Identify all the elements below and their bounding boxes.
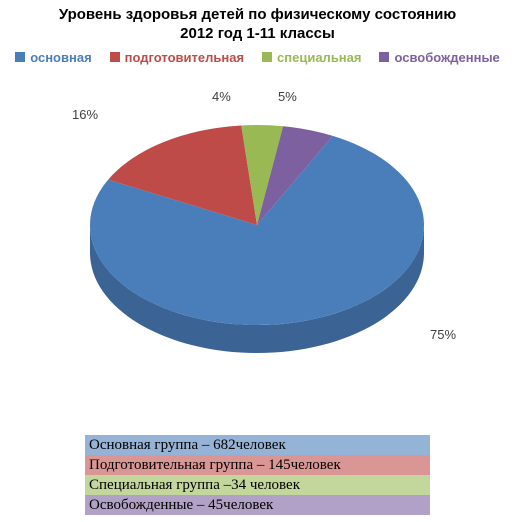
chart-title: Уровень здоровья детей по физическому со… bbox=[0, 0, 515, 44]
pct-label-spec: 4% bbox=[212, 89, 231, 104]
summary-row-main: Основная группа – 682человек bbox=[85, 435, 430, 455]
summary-row-spec: Специальная группа –34 человек bbox=[85, 475, 430, 495]
summary-row-prep: Подготовительная группа – 145человек bbox=[85, 455, 430, 475]
legend-item-main: основная bbox=[15, 50, 91, 65]
legend-label-free: освобожденные bbox=[394, 50, 499, 65]
pie-chart: 75% 16% 4% 5% bbox=[0, 65, 515, 365]
legend-swatch-main bbox=[15, 52, 25, 62]
legend-label-prep: подготовительная bbox=[125, 50, 244, 65]
legend: основная подготовительная специальная освоб… bbox=[0, 44, 515, 65]
pct-label-prep: 16% bbox=[72, 107, 98, 122]
summary-row-free: Освобожденные – 45человек bbox=[85, 495, 430, 515]
legend-item-free: освобожденные bbox=[379, 50, 499, 65]
legend-swatch-prep bbox=[110, 52, 120, 62]
legend-item-spec: специальная bbox=[262, 50, 361, 65]
pct-label-free: 5% bbox=[278, 89, 297, 104]
title-line-2: 2012 год 1-11 классы bbox=[0, 25, 515, 44]
legend-swatch-spec bbox=[262, 52, 272, 62]
legend-label-spec: специальная bbox=[277, 50, 361, 65]
legend-label-main: основная bbox=[30, 50, 91, 65]
legend-swatch-free bbox=[379, 52, 389, 62]
pct-label-main: 75% bbox=[430, 327, 456, 342]
legend-item-prep: подготовительная bbox=[110, 50, 244, 65]
summary-table: Основная группа – 682человекПодготовител… bbox=[85, 435, 430, 515]
title-line-1: Уровень здоровья детей по физическому со… bbox=[0, 6, 515, 25]
